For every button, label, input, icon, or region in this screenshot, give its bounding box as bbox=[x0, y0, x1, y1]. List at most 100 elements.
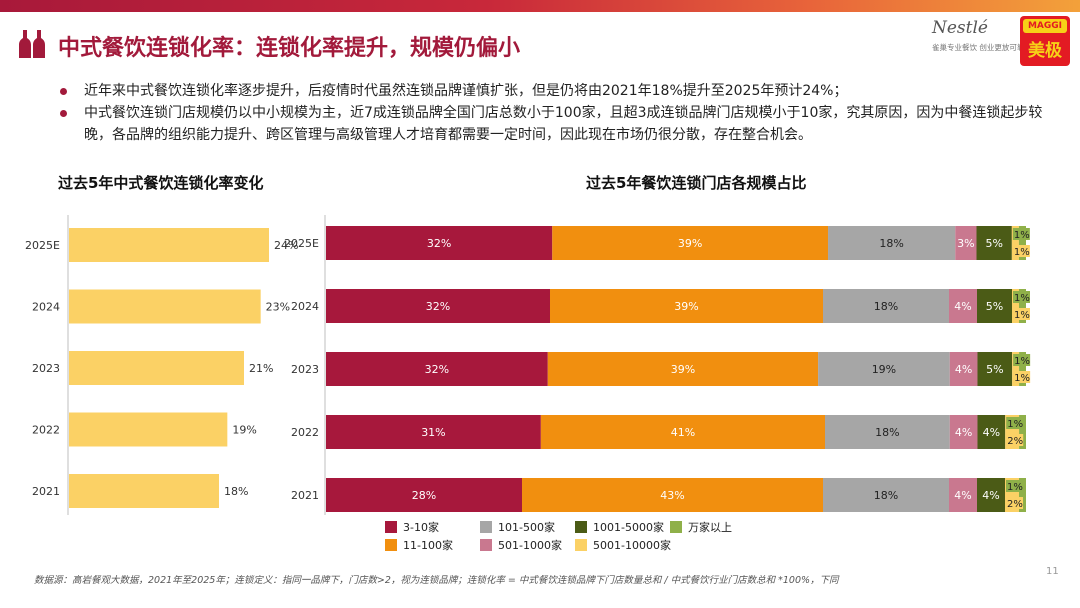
category-label: 2024 bbox=[291, 300, 319, 313]
stacked-segment bbox=[326, 352, 548, 386]
stacked-segment bbox=[1019, 415, 1026, 449]
stacked-segment bbox=[977, 289, 1012, 323]
stacked-segment bbox=[955, 226, 977, 260]
legend-item: 1001-5000家 bbox=[575, 520, 664, 536]
category-label: 2021 bbox=[291, 489, 319, 502]
data-label: 2% bbox=[1007, 436, 1023, 447]
data-label: 4% bbox=[983, 426, 1000, 439]
legend-swatch bbox=[480, 539, 492, 551]
data-label: 31% bbox=[421, 426, 445, 439]
stacked-segment bbox=[550, 289, 823, 323]
legend-item: 5001-10000家 bbox=[575, 538, 671, 554]
stacked-segment bbox=[1012, 352, 1020, 386]
wine-bottles-icon bbox=[19, 30, 45, 58]
stacked-segment bbox=[1011, 226, 1019, 260]
legend-label: 501-1000家 bbox=[498, 539, 562, 552]
bar bbox=[69, 412, 228, 447]
stacked-segment bbox=[326, 415, 541, 449]
legend-swatch bbox=[575, 539, 587, 551]
bar bbox=[69, 351, 244, 385]
data-label-bg bbox=[1013, 354, 1031, 366]
legend-label: 11-100家 bbox=[403, 539, 453, 552]
legend-label: 5001-10000家 bbox=[593, 539, 671, 552]
data-label: 1% bbox=[1014, 230, 1030, 241]
legend-label: 101-500家 bbox=[498, 521, 555, 534]
data-label-bg bbox=[1013, 371, 1031, 383]
data-label-bg bbox=[1006, 434, 1024, 446]
stacked-segment bbox=[949, 289, 977, 323]
data-label: 5% bbox=[986, 300, 1003, 313]
right-chart-title: 过去5年餐饮连锁门店各规模占比 bbox=[586, 174, 807, 192]
store-scale-stacked-chart: 2025E 32% 39% 18% 3% 5% 1% 1% 2024 32% 39% 18% 4% 5% 1… bbox=[284, 215, 1031, 515]
data-label: 5% bbox=[985, 237, 1002, 250]
bullet-item: 近年来中式餐饮连锁化率逐步提升，后疫情时代虽然连锁品牌谨慎扩张，但是仍将由202… bbox=[60, 80, 1050, 102]
category-label: 2023 bbox=[32, 362, 60, 375]
legend-swatch bbox=[480, 521, 492, 533]
stacked-segment bbox=[977, 415, 1006, 449]
category-label: 2025E bbox=[25, 239, 60, 252]
legend-label: 万家以上 bbox=[688, 521, 732, 534]
summary-bullets: 近年来中式餐饮连锁化率逐步提升，后疫情时代虽然连锁品牌谨慎扩张，但是仍将由202… bbox=[60, 80, 1050, 146]
data-label-bg bbox=[1006, 497, 1023, 509]
data-label: 3% bbox=[957, 237, 974, 250]
stacked-segment bbox=[818, 352, 950, 386]
data-label-bg bbox=[1013, 308, 1030, 320]
stacked-segment bbox=[976, 226, 1012, 260]
data-label-bg bbox=[1006, 480, 1023, 492]
stacked-segment bbox=[552, 226, 829, 260]
nestle-logo: Nestlé bbox=[932, 18, 988, 38]
legend-swatch bbox=[385, 539, 397, 551]
legend-item: 3-10家 bbox=[385, 520, 439, 536]
data-label: 28% bbox=[412, 489, 436, 502]
legend-swatch bbox=[670, 521, 682, 533]
stacked-segment bbox=[326, 289, 550, 323]
data-label: 18% bbox=[879, 237, 903, 250]
page-number: 11 bbox=[1046, 566, 1059, 577]
data-label-bg bbox=[1013, 291, 1030, 303]
stacked-segment bbox=[825, 415, 950, 449]
data-label-bg bbox=[1012, 245, 1030, 257]
category-label: 2023 bbox=[291, 363, 319, 376]
bullet-dot-icon bbox=[60, 110, 67, 117]
data-label: 32% bbox=[427, 237, 451, 250]
data-label: 4% bbox=[982, 489, 999, 502]
stacked-segment bbox=[547, 352, 819, 386]
bullet-dot-icon bbox=[60, 88, 67, 95]
stacked-segment bbox=[823, 478, 949, 512]
data-label: 18% bbox=[224, 485, 248, 498]
source-note: 数据源：高岩餐观大数据，2021年至2025年；连锁定义：指同一品牌下，门店数>… bbox=[34, 575, 839, 586]
page-title: 中式餐饮连锁化率：连锁化率提升，规模仍偏小 bbox=[58, 36, 521, 61]
stacked-segment bbox=[1019, 478, 1026, 512]
legend-item: 万家以上 bbox=[670, 520, 732, 536]
stacked-segment bbox=[823, 289, 949, 323]
data-label: 4% bbox=[954, 300, 971, 313]
category-label: 2024 bbox=[32, 301, 60, 314]
chain-rate-bar-chart: 2025E 24% 2024 23% 2023 21% 2022 19% 2021 18% bbox=[25, 215, 298, 515]
data-label: 1% bbox=[1007, 419, 1023, 430]
stacked-segment bbox=[1012, 289, 1019, 323]
category-label: 2022 bbox=[291, 426, 319, 439]
category-label: 2021 bbox=[32, 485, 60, 498]
data-label: 19% bbox=[872, 363, 896, 376]
data-label: 18% bbox=[875, 426, 899, 439]
brand-logos: Nestlé 雀巢专业餐饮 创业更放可靠 MAGGI 美极 bbox=[932, 16, 1072, 68]
data-label: 41% bbox=[671, 426, 695, 439]
stacked-segment bbox=[949, 415, 978, 449]
data-label: 39% bbox=[674, 300, 698, 313]
legend-item: 11-100家 bbox=[385, 538, 453, 554]
data-label: 1% bbox=[1014, 310, 1030, 321]
data-label: 1% bbox=[1014, 247, 1030, 258]
data-label: 32% bbox=[425, 363, 449, 376]
data-label: 5% bbox=[986, 363, 1003, 376]
data-label: 21% bbox=[249, 362, 273, 375]
bar bbox=[69, 289, 261, 324]
legend-item: 501-1000家 bbox=[480, 538, 562, 554]
data-label: 43% bbox=[660, 489, 684, 502]
data-label: 1% bbox=[1014, 356, 1030, 367]
data-label: 1% bbox=[1007, 482, 1023, 493]
data-label: 19% bbox=[232, 424, 256, 437]
stacked-segment bbox=[1019, 289, 1026, 323]
category-label: 2025E bbox=[284, 237, 319, 250]
bar bbox=[69, 474, 219, 508]
maggi-logo-top: MAGGI bbox=[1023, 19, 1067, 33]
